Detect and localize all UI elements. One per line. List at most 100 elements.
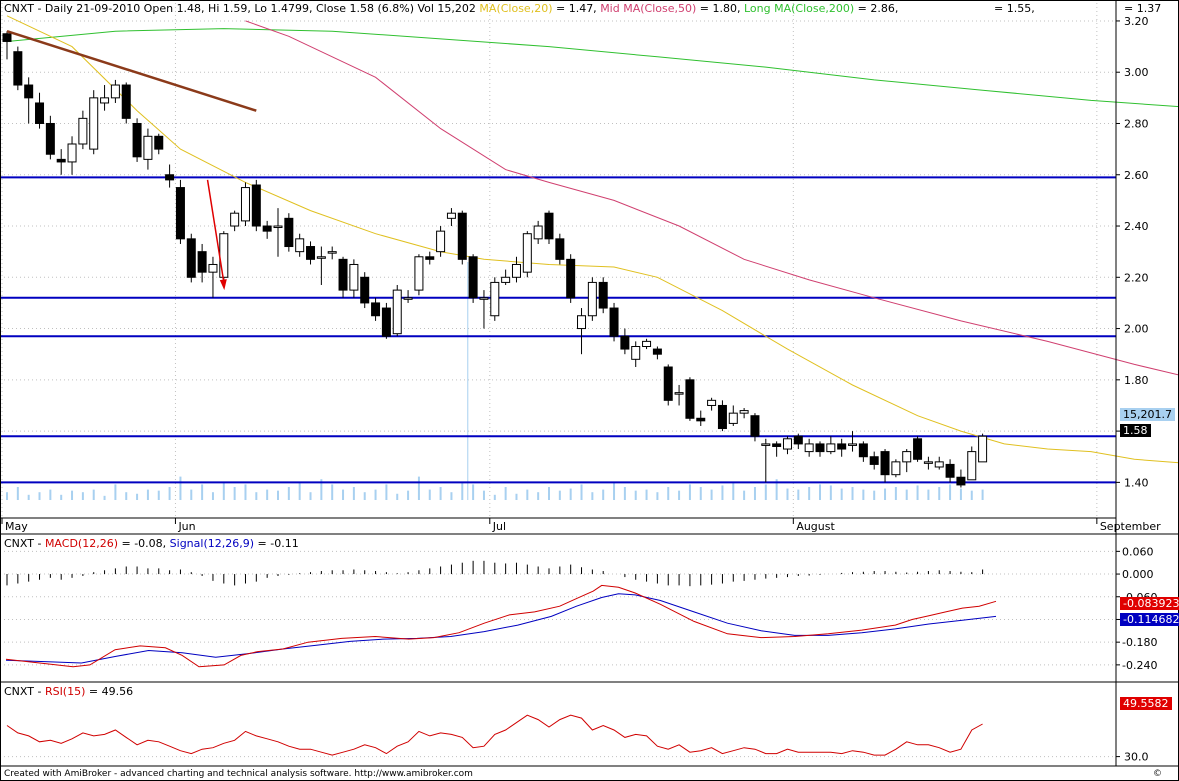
candle-body bbox=[2, 33, 12, 42]
volume-bar bbox=[981, 489, 984, 500]
volume-bar bbox=[580, 484, 583, 500]
candle-body bbox=[707, 399, 717, 406]
price-header-prefix: CNXT - Daily 21-09-2010 Open 1.48, Hi 1.… bbox=[4, 2, 480, 15]
volume-bar bbox=[482, 490, 485, 500]
candle-body bbox=[45, 122, 55, 155]
volume-bar bbox=[157, 490, 160, 500]
volume-bar bbox=[233, 487, 236, 500]
macd-line bbox=[5, 584, 997, 668]
volume-bar bbox=[645, 489, 648, 500]
price-pane bbox=[0, 3, 1179, 518]
macd-legend: MACD(12,26) bbox=[44, 537, 118, 550]
volume-bar bbox=[840, 488, 843, 500]
volume-bar bbox=[558, 490, 561, 500]
price-tick-label: 2.00 bbox=[1124, 323, 1149, 336]
rsi-badge: 49.5582 bbox=[1120, 697, 1172, 710]
volume-bar bbox=[190, 489, 193, 500]
volume-bar bbox=[27, 494, 30, 500]
candle-body bbox=[349, 263, 359, 291]
macd-tick-label: -0.180 bbox=[1122, 636, 1157, 649]
macd-value: = -0.08, bbox=[117, 537, 170, 550]
candle-body bbox=[782, 438, 792, 450]
candle-body bbox=[121, 84, 131, 119]
volume-bar bbox=[136, 493, 139, 500]
candle-body bbox=[631, 346, 641, 360]
candle-body bbox=[100, 97, 110, 104]
price-tick-label: 3.20 bbox=[1124, 15, 1149, 28]
volume-bar bbox=[753, 487, 756, 500]
candle-body bbox=[381, 307, 391, 337]
candle-body bbox=[392, 289, 402, 335]
arrow-head bbox=[219, 279, 227, 291]
candle-body bbox=[620, 335, 630, 350]
rsi-tick-label: 30.0 bbox=[1124, 751, 1149, 764]
close-badge: 1.58 bbox=[1120, 424, 1151, 437]
candle-body bbox=[316, 256, 326, 259]
candle-body bbox=[143, 135, 153, 160]
volume-bar bbox=[623, 487, 626, 500]
volume-bar bbox=[808, 487, 811, 500]
volume-bar bbox=[125, 492, 128, 500]
volume-bar bbox=[342, 489, 345, 500]
rsi-header: CNXT - RSI(15) = 49.56 bbox=[4, 685, 133, 698]
candle-body bbox=[490, 281, 500, 317]
volume-bar bbox=[298, 481, 301, 500]
candle-body bbox=[501, 276, 511, 283]
ma200-value: = 2.86, bbox=[854, 2, 899, 15]
candle-body bbox=[132, 122, 142, 158]
volume-bar bbox=[407, 490, 410, 500]
candle-body bbox=[327, 251, 337, 254]
volume-bar bbox=[949, 484, 952, 500]
macd-tick-label: 0.000 bbox=[1122, 568, 1154, 581]
candle-body bbox=[338, 258, 348, 291]
candle-body bbox=[674, 392, 684, 395]
volume-bar bbox=[797, 489, 800, 500]
volume-bar bbox=[602, 489, 605, 500]
volume-bar bbox=[385, 484, 388, 500]
candle-body bbox=[165, 174, 175, 181]
candle-body bbox=[186, 238, 196, 278]
ma20-legend: MA(Close,20) bbox=[479, 2, 553, 15]
volume-bar bbox=[634, 490, 637, 500]
volume-bar bbox=[461, 481, 464, 500]
rsi-line bbox=[6, 714, 983, 756]
volume-bar bbox=[450, 492, 453, 500]
volume-bar bbox=[656, 492, 659, 500]
candle-body bbox=[110, 84, 120, 99]
volume-bar bbox=[959, 488, 962, 500]
volume-bar bbox=[775, 479, 778, 500]
volume-bar bbox=[526, 489, 529, 500]
candle-body bbox=[154, 135, 164, 150]
candle-body bbox=[175, 187, 185, 240]
volume-bar bbox=[49, 489, 52, 500]
volume-bar bbox=[244, 484, 247, 500]
volume-bar bbox=[927, 489, 930, 500]
volume-bar bbox=[201, 484, 204, 500]
candle-body bbox=[544, 212, 554, 240]
candle-body bbox=[826, 443, 836, 453]
volume-bar bbox=[146, 489, 149, 500]
volume-bar bbox=[548, 487, 550, 500]
candle-body bbox=[772, 443, 782, 447]
volume-bar bbox=[222, 481, 225, 500]
candle-body bbox=[262, 225, 272, 232]
volume-bar bbox=[363, 492, 366, 500]
candle-body bbox=[804, 443, 814, 453]
candle-body bbox=[642, 340, 652, 348]
volume-badge: 15,201.7 bbox=[1120, 408, 1175, 421]
volume-bar bbox=[81, 492, 84, 500]
month-label: Jul bbox=[492, 520, 506, 533]
candle-body bbox=[78, 117, 88, 145]
month-label: Jun bbox=[177, 520, 195, 533]
volume-bar bbox=[743, 490, 746, 500]
candle-body bbox=[913, 438, 923, 460]
footer-credit: Created with AmiBroker - advanced charti… bbox=[4, 769, 473, 779]
candle-body bbox=[750, 415, 760, 437]
candle-body bbox=[815, 443, 825, 453]
volume-bar bbox=[352, 487, 355, 500]
candle-body bbox=[35, 102, 45, 124]
candle-body bbox=[739, 410, 749, 414]
volume-bar bbox=[320, 479, 323, 500]
